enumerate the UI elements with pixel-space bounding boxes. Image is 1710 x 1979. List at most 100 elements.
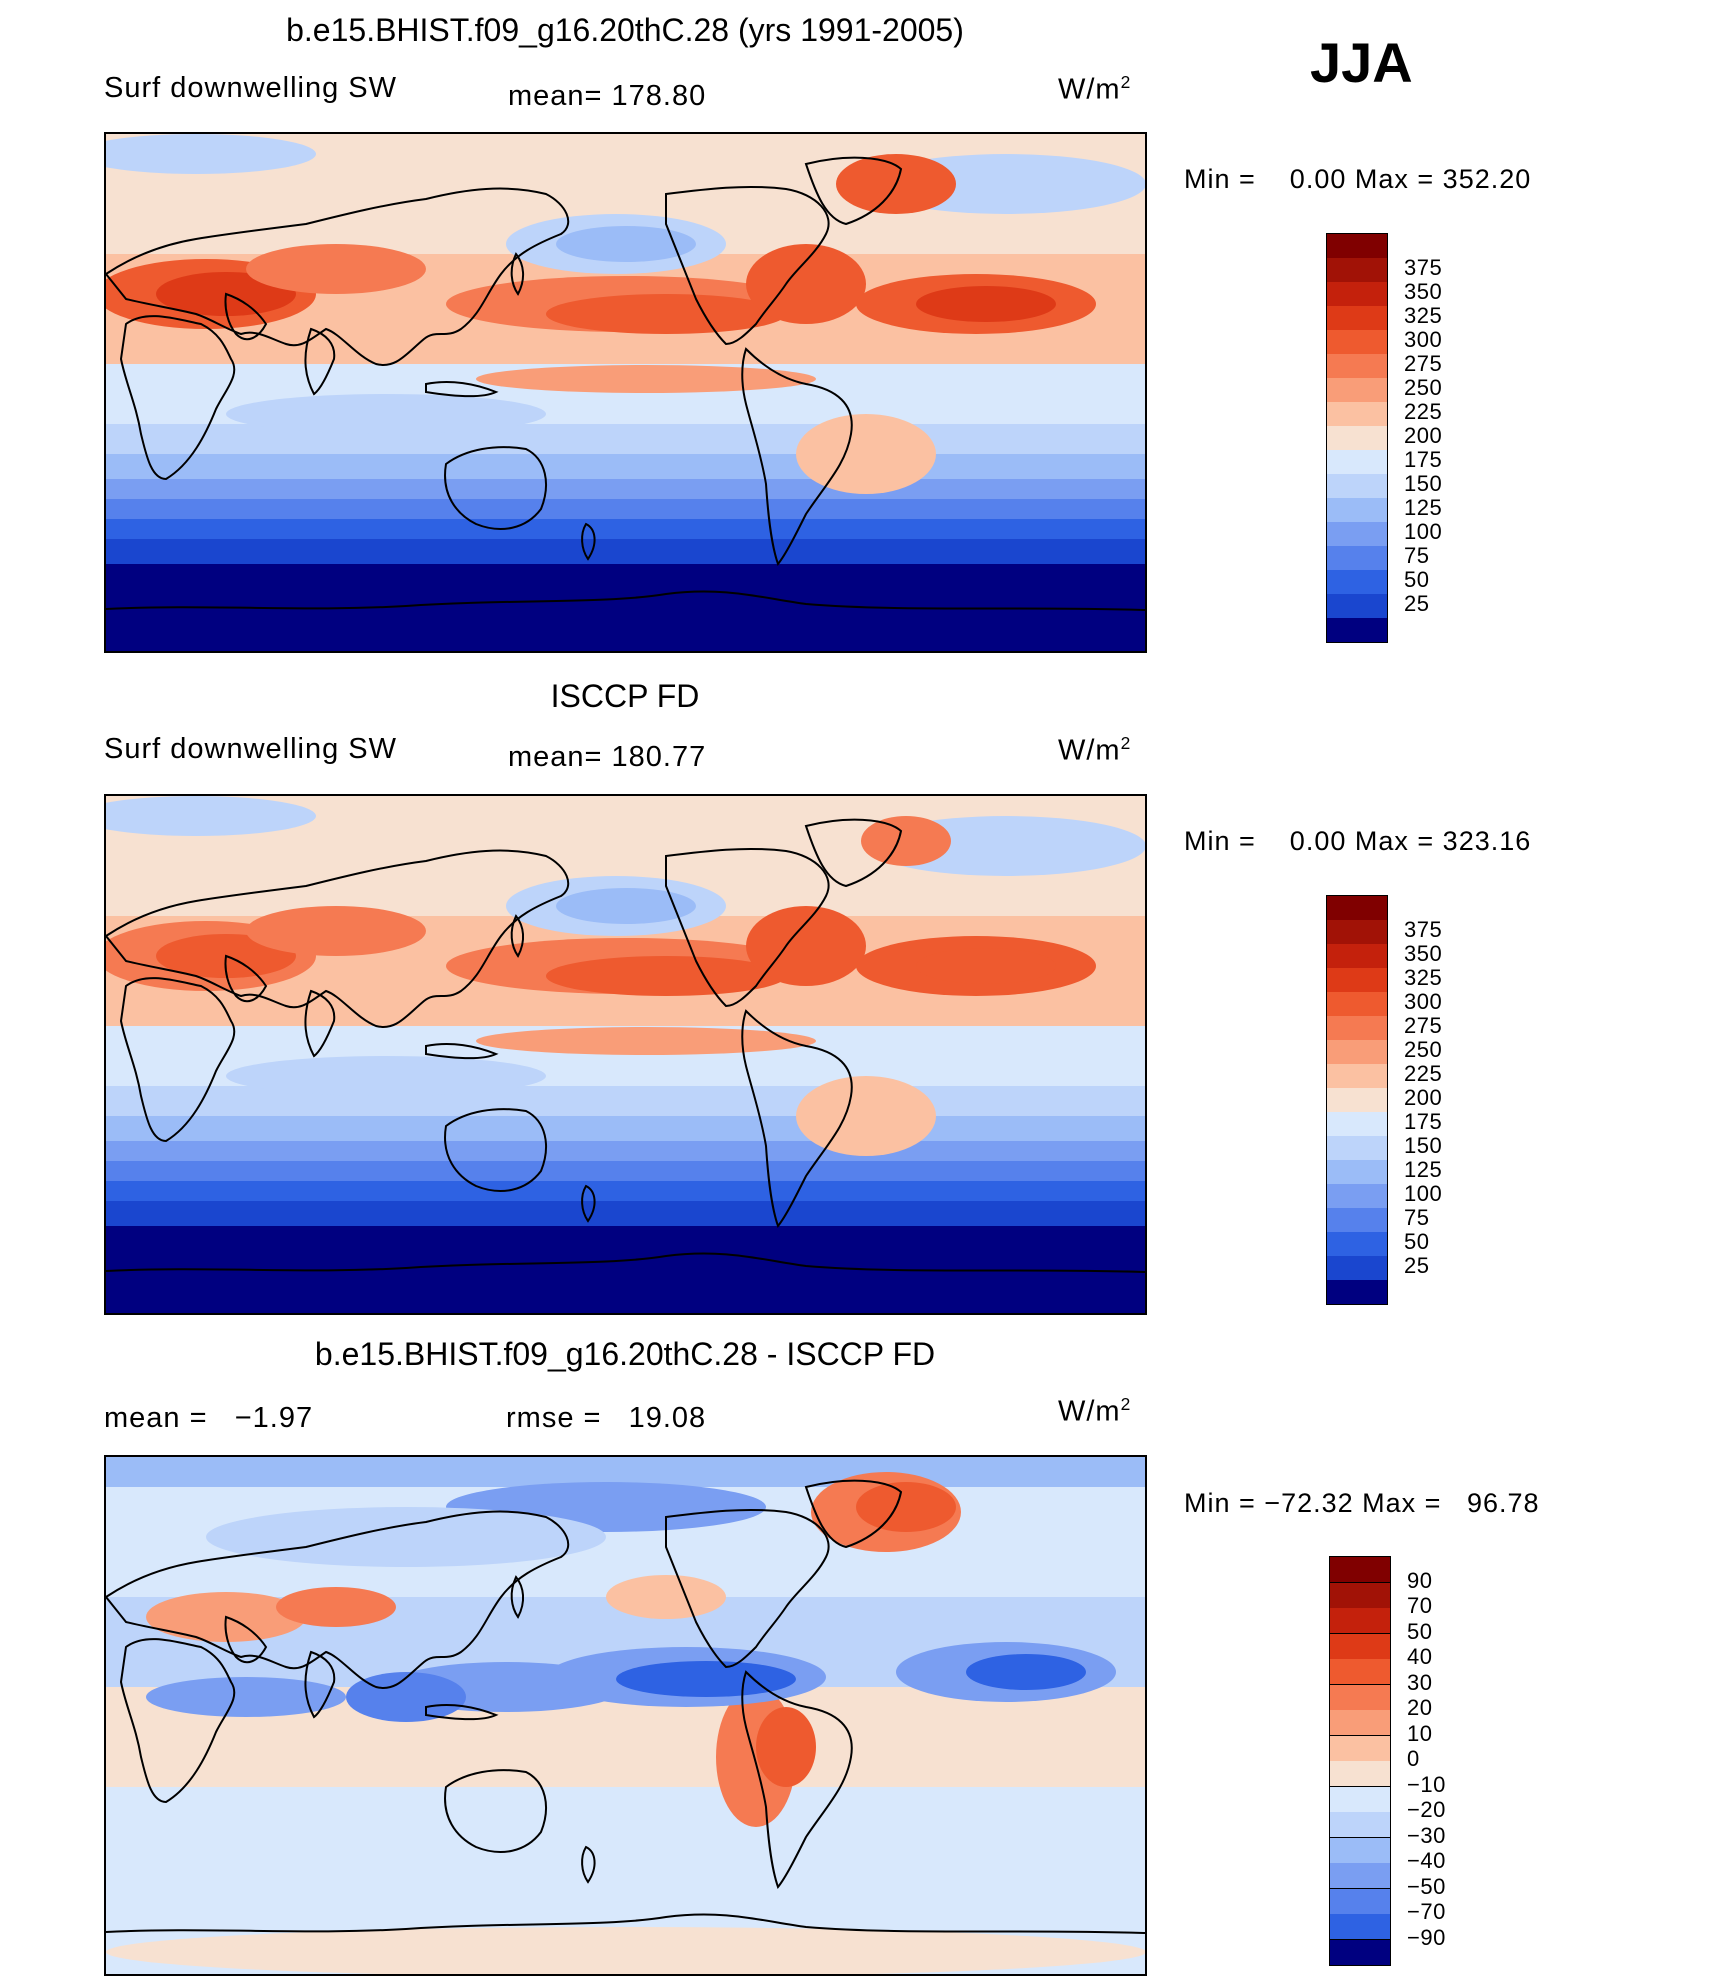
colorbar-segment	[1330, 1684, 1390, 1711]
latitude-band	[106, 1181, 1145, 1201]
latitude-band	[106, 479, 1145, 499]
field-blob	[556, 226, 696, 262]
colorbar-segment	[1327, 1112, 1387, 1137]
coastline	[741, 347, 853, 567]
colorbar-tick-label: 50	[1407, 1618, 1433, 1644]
field-blob	[246, 906, 426, 956]
colorbar-tick-label: −30	[1407, 1822, 1446, 1848]
colorbar-tick-label: 175	[1404, 1109, 1443, 1134]
field-blob	[556, 888, 696, 924]
field-blob	[966, 1654, 1086, 1690]
latitude-band	[106, 499, 1145, 519]
field-blob	[226, 1056, 546, 1096]
field-blob	[756, 1707, 816, 1787]
colorbar-segment	[1327, 426, 1387, 451]
colorbar-tick-label: 100	[1404, 519, 1443, 544]
colorbar-tick-label: −50	[1407, 1873, 1446, 1899]
field-blob	[146, 1677, 346, 1717]
colorbar-segment	[1327, 594, 1387, 619]
panel-3-mean-label: mean = −1.97	[104, 1402, 314, 1434]
colorbar-segment	[1330, 1786, 1390, 1813]
colorbar-tick-label: 275	[1404, 1013, 1443, 1038]
coastline	[425, 381, 499, 398]
coastline	[425, 1704, 499, 1721]
panel-3-units-label: W/m2	[1058, 1394, 1132, 1428]
panel-2-units-label: W/m2	[1058, 733, 1132, 767]
field-blob	[916, 286, 1056, 322]
colorbar-segment	[1327, 1280, 1387, 1305]
colorbar-boxes	[1329, 1556, 1391, 1966]
colorbar-segment	[1327, 546, 1387, 571]
colorbar-tick-label: 50	[1404, 1229, 1430, 1254]
colorbar-tick-label: −10	[1407, 1771, 1446, 1797]
colorbar-segment	[1327, 282, 1387, 307]
field-blob	[746, 906, 866, 986]
colorbar-tick-label: 250	[1404, 1037, 1443, 1062]
colorbar-tick-label: 0	[1407, 1746, 1420, 1771]
coastline	[444, 446, 547, 530]
coastline	[665, 847, 830, 1008]
field-blob	[246, 244, 426, 294]
colorbar-segment	[1327, 1232, 1387, 1257]
field-blob	[861, 816, 951, 866]
panel-1-colorbar: 375 350 325 300 275 250 225 200 175 150 125 100 75 50…	[1326, 233, 1446, 645]
colorbar-tick-label: 20	[1407, 1695, 1433, 1720]
field-blob	[606, 1575, 726, 1619]
colorbar-tick-label: 125	[1404, 495, 1443, 520]
latitude-band	[106, 1201, 1145, 1226]
colorbar-tick-label: 125	[1404, 1157, 1443, 1182]
latitude-band	[106, 424, 1145, 454]
coastline	[444, 1769, 547, 1853]
coastline	[510, 914, 524, 958]
colorbar-tick-label: 25	[1404, 1253, 1430, 1278]
field-blob	[616, 1661, 796, 1697]
field-blob	[546, 956, 786, 996]
colorbar-tick-label: 150	[1404, 471, 1443, 496]
latitude-band	[106, 1161, 1145, 1181]
colorbar-tick-label: 50	[1404, 567, 1430, 592]
colorbar-segment	[1330, 1710, 1390, 1736]
colorbar-segment	[1327, 1136, 1387, 1161]
field-blob	[916, 948, 1056, 984]
latitude-band	[106, 519, 1145, 539]
panel-3-map-svg	[106, 1457, 1145, 1974]
coastline	[224, 1615, 268, 1664]
panel-3-colorbar: 90 70 50 40 30 20 10 0 −10 −20 −30 −40 −50 −70 −90	[1329, 1556, 1449, 1968]
coastline	[304, 989, 336, 1058]
colorbar-segment	[1330, 1557, 1390, 1583]
coastline	[804, 818, 903, 888]
colorbar-segment	[1330, 1582, 1390, 1609]
colorbar-segment	[1327, 1016, 1387, 1041]
latitude-band	[106, 1141, 1145, 1161]
colorbar-segment	[1327, 450, 1387, 475]
panel-3-map	[104, 1455, 1147, 1976]
colorbar-tick-label: 225	[1404, 1061, 1443, 1086]
colorbar-segment	[1327, 1064, 1387, 1089]
colorbar-boxes	[1326, 233, 1388, 643]
colorbar-tick-label: 325	[1404, 965, 1443, 990]
colorbar-segment	[1327, 330, 1387, 355]
colorbar-tick-label: 10	[1407, 1720, 1433, 1746]
colorbar-tick-label: 375	[1404, 917, 1443, 942]
coastline	[224, 292, 268, 341]
colorbar-segment	[1327, 234, 1387, 259]
coastline	[224, 954, 268, 1003]
panel-2-mean-label: mean= 180.77	[508, 741, 707, 773]
field-blob	[546, 294, 786, 334]
colorbar-segment	[1327, 618, 1387, 643]
coastline	[665, 185, 830, 346]
colorbar-tick-label: 100	[1404, 1181, 1443, 1206]
field-blob	[796, 414, 936, 494]
field-blob	[746, 244, 866, 324]
coastline	[804, 1479, 903, 1549]
colorbar-segment	[1327, 1160, 1387, 1185]
panel-1-variable-label: Surf downwelling SW	[104, 72, 397, 104]
colorbar-tick-label: 75	[1404, 543, 1430, 568]
colorbar-segment	[1330, 1608, 1390, 1634]
colorbar-tick-label: 40	[1407, 1644, 1433, 1669]
colorbar-segment	[1330, 1837, 1390, 1864]
colorbar-tick-label: 70	[1407, 1593, 1433, 1618]
latitude-band	[106, 454, 1145, 479]
coastline	[304, 1650, 336, 1719]
colorbar-segment	[1327, 474, 1387, 499]
